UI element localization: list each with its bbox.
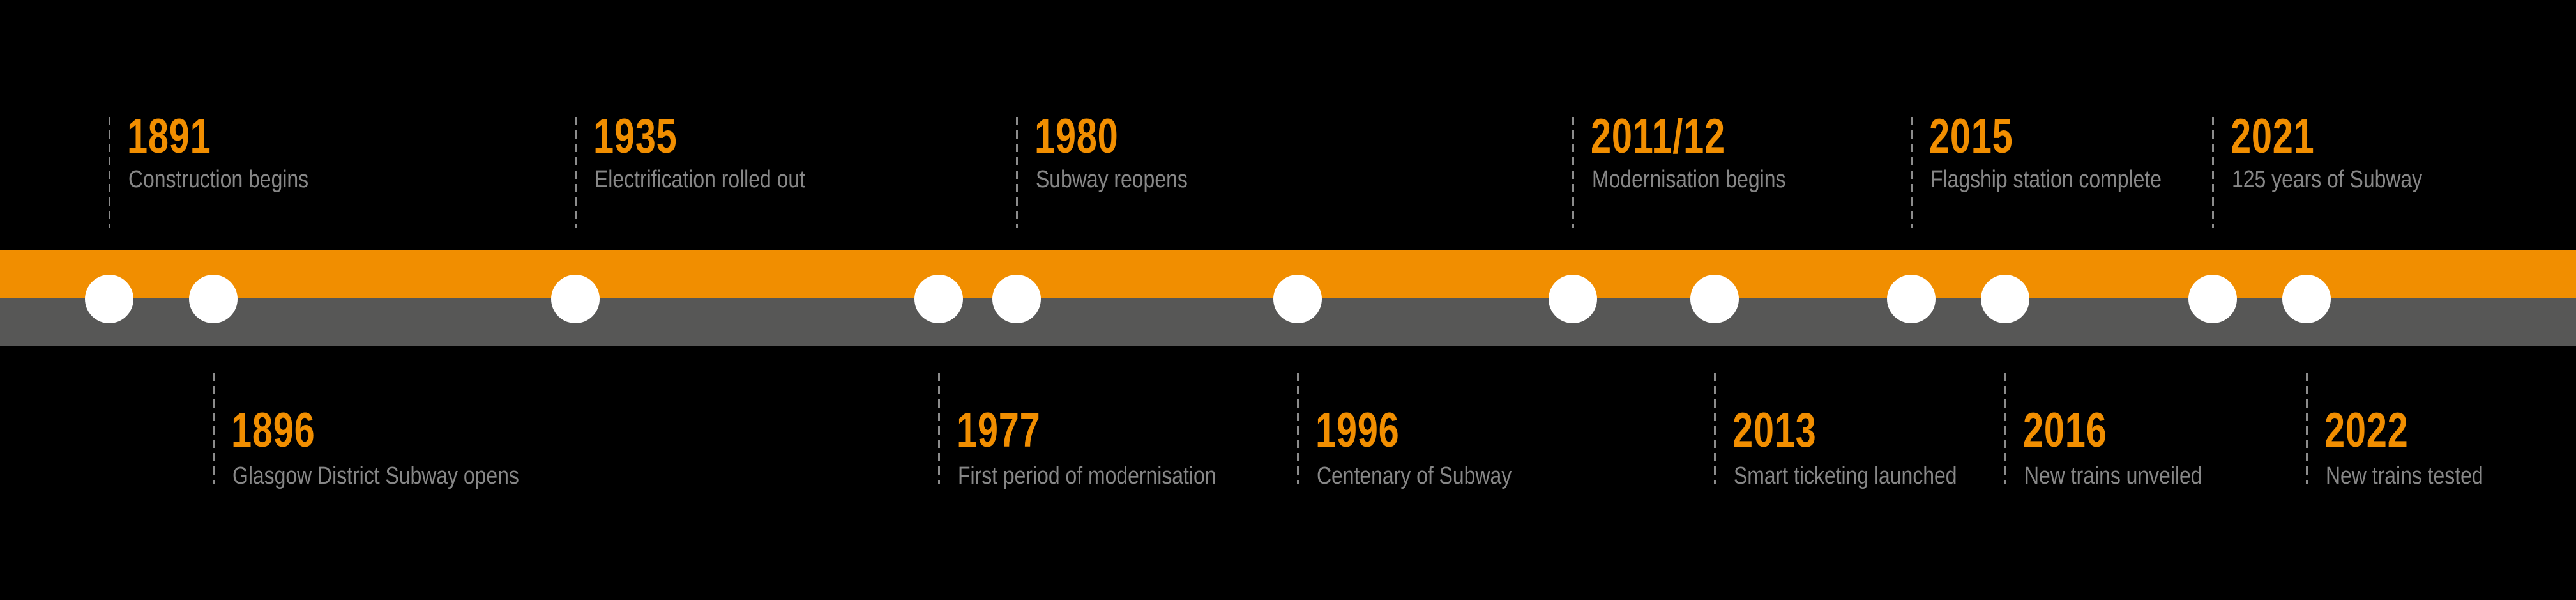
event-description: Electrification rolled out [595,166,806,193]
timeline-dot [2282,275,2331,323]
event-description: 125 years of Subway [2232,166,2423,193]
timeline-dot [189,275,238,323]
timeline-dot [992,275,1041,323]
event-description: Construction begins [128,166,309,193]
event-connector-line [1016,117,1018,228]
timeline-dot [1690,275,1739,323]
event-connector-line [1714,373,1716,484]
event-description: Centenary of Subway [1317,463,1512,489]
event-connector-line [213,373,215,484]
event-connector-line [1297,373,1299,484]
event-connector-line [2004,373,2006,484]
event-year: 1977 [957,403,1041,458]
event-year: 2011/12 [1591,109,1725,164]
event-year: 2015 [1929,109,2013,164]
event-year: 2013 [1732,403,1817,458]
event-year: 1935 [593,109,678,164]
event-connector-line [2212,117,2214,228]
timeline-dot [1273,275,1322,323]
timeline-dot [2188,275,2237,323]
event-connector-line [2306,373,2308,484]
event-description: Flagship station complete [1930,166,2162,193]
timeline-dot [85,275,133,323]
event-description: First period of modernisation [958,463,1216,489]
event-description: Modernisation begins [1592,166,1786,193]
event-year: 2016 [2023,403,2107,458]
event-connector-line [1572,117,1574,228]
event-description: New trains unveiled [2024,463,2202,489]
event-description: Glasgow District Subway opens [232,463,519,489]
timeline-dot [914,275,963,323]
event-description: Subway reopens [1036,166,1188,193]
event-description: Smart ticketing launched [1734,463,1957,489]
timeline-dot [1549,275,1597,323]
timeline-dot [551,275,600,323]
event-year: 2022 [2324,403,2409,458]
event-year: 1980 [1034,109,1119,164]
event-year: 1896 [231,403,315,458]
event-description: New trains tested [2326,463,2483,489]
event-year: 2021 [2231,109,2315,164]
event-connector-line [575,117,577,228]
event-year: 1996 [1315,403,1400,458]
timeline-dot [1887,275,1936,323]
event-connector-line [938,373,940,484]
event-year: 1891 [127,109,211,164]
timeline-dot [1981,275,2029,323]
event-connector-line [109,117,110,228]
event-connector-line [1911,117,1913,228]
